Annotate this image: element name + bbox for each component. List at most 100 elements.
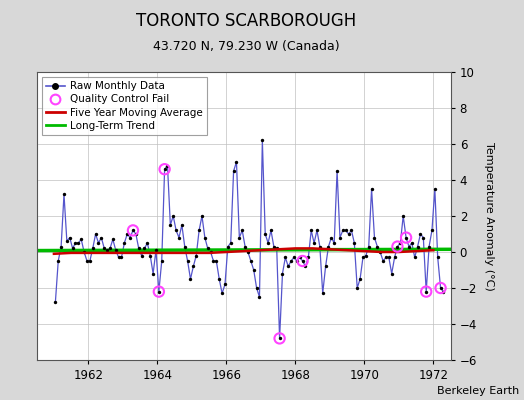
Point [235, 234, 244, 241]
Point [94, 240, 103, 246]
Point [114, 254, 123, 261]
Point [89, 245, 97, 252]
Point [71, 240, 80, 246]
Point [155, 288, 163, 295]
Point [192, 252, 200, 259]
Point [270, 243, 278, 250]
Point [178, 222, 186, 228]
Point [376, 249, 385, 255]
Point [226, 240, 235, 246]
Point [152, 247, 160, 254]
Point [287, 258, 296, 264]
Point [155, 288, 163, 295]
Point [83, 258, 91, 264]
Point [126, 234, 134, 241]
Point [296, 254, 304, 261]
Point [77, 236, 85, 242]
Point [298, 258, 307, 264]
Point [54, 258, 62, 264]
Point [201, 234, 209, 241]
Point [267, 227, 275, 234]
Point [63, 238, 71, 244]
Point [290, 254, 298, 261]
Point [132, 231, 140, 237]
Point [342, 227, 350, 234]
Point [146, 252, 155, 259]
Point [163, 162, 172, 169]
Point [439, 288, 447, 295]
Point [238, 227, 246, 234]
Point [365, 243, 373, 250]
Point [140, 245, 149, 252]
Point [215, 276, 223, 282]
Point [319, 290, 327, 297]
Point [66, 234, 74, 241]
Point [425, 243, 433, 250]
Point [57, 243, 66, 250]
Point [362, 252, 370, 259]
Point [405, 243, 413, 250]
Point [244, 249, 252, 255]
Point [336, 234, 344, 241]
Y-axis label: Temperature Anomaly (°C): Temperature Anomaly (°C) [484, 142, 494, 290]
Point [390, 254, 399, 261]
Point [241, 243, 249, 250]
Point [370, 234, 379, 241]
Point [321, 263, 330, 270]
Point [112, 247, 120, 254]
Point [385, 254, 393, 261]
Point [137, 252, 146, 259]
Point [330, 240, 339, 246]
Point [169, 213, 178, 219]
Point [422, 288, 430, 295]
Point [313, 227, 321, 234]
Point [359, 254, 367, 261]
Point [428, 227, 436, 234]
Point [379, 258, 387, 264]
Point [160, 166, 169, 172]
Point [327, 234, 335, 241]
Point [333, 168, 341, 174]
Point [103, 247, 111, 254]
Point [175, 234, 183, 241]
Point [195, 227, 203, 234]
Point [436, 285, 445, 291]
Legend: Raw Monthly Data, Quality Control Fail, Five Year Moving Average, Long-Term Tren: Raw Monthly Data, Quality Control Fail, … [42, 77, 207, 135]
Point [315, 243, 324, 250]
Point [261, 231, 269, 237]
Text: TORONTO SCARBOROUGH: TORONTO SCARBOROUGH [136, 12, 356, 30]
Point [388, 270, 396, 277]
Point [436, 285, 445, 291]
Point [281, 254, 290, 261]
Point [91, 231, 100, 237]
Point [129, 227, 137, 234]
Point [158, 258, 166, 264]
Point [255, 294, 264, 300]
Point [258, 137, 267, 144]
Point [187, 276, 195, 282]
Point [310, 240, 318, 246]
Point [247, 258, 255, 264]
Point [431, 186, 439, 192]
Point [249, 267, 258, 273]
Point [183, 258, 192, 264]
Point [181, 243, 189, 250]
Point [276, 335, 284, 342]
Point [399, 213, 407, 219]
Point [108, 236, 117, 242]
Point [160, 166, 169, 172]
Point [74, 240, 83, 246]
Point [394, 243, 402, 250]
Point [212, 258, 221, 264]
Point [166, 222, 174, 228]
Point [149, 270, 157, 277]
Point [307, 227, 315, 234]
Point [203, 245, 212, 252]
Point [356, 276, 364, 282]
Point [422, 288, 430, 295]
Point [324, 243, 333, 250]
Point [298, 258, 307, 264]
Point [413, 243, 422, 250]
Point [97, 234, 105, 241]
Point [402, 234, 410, 241]
